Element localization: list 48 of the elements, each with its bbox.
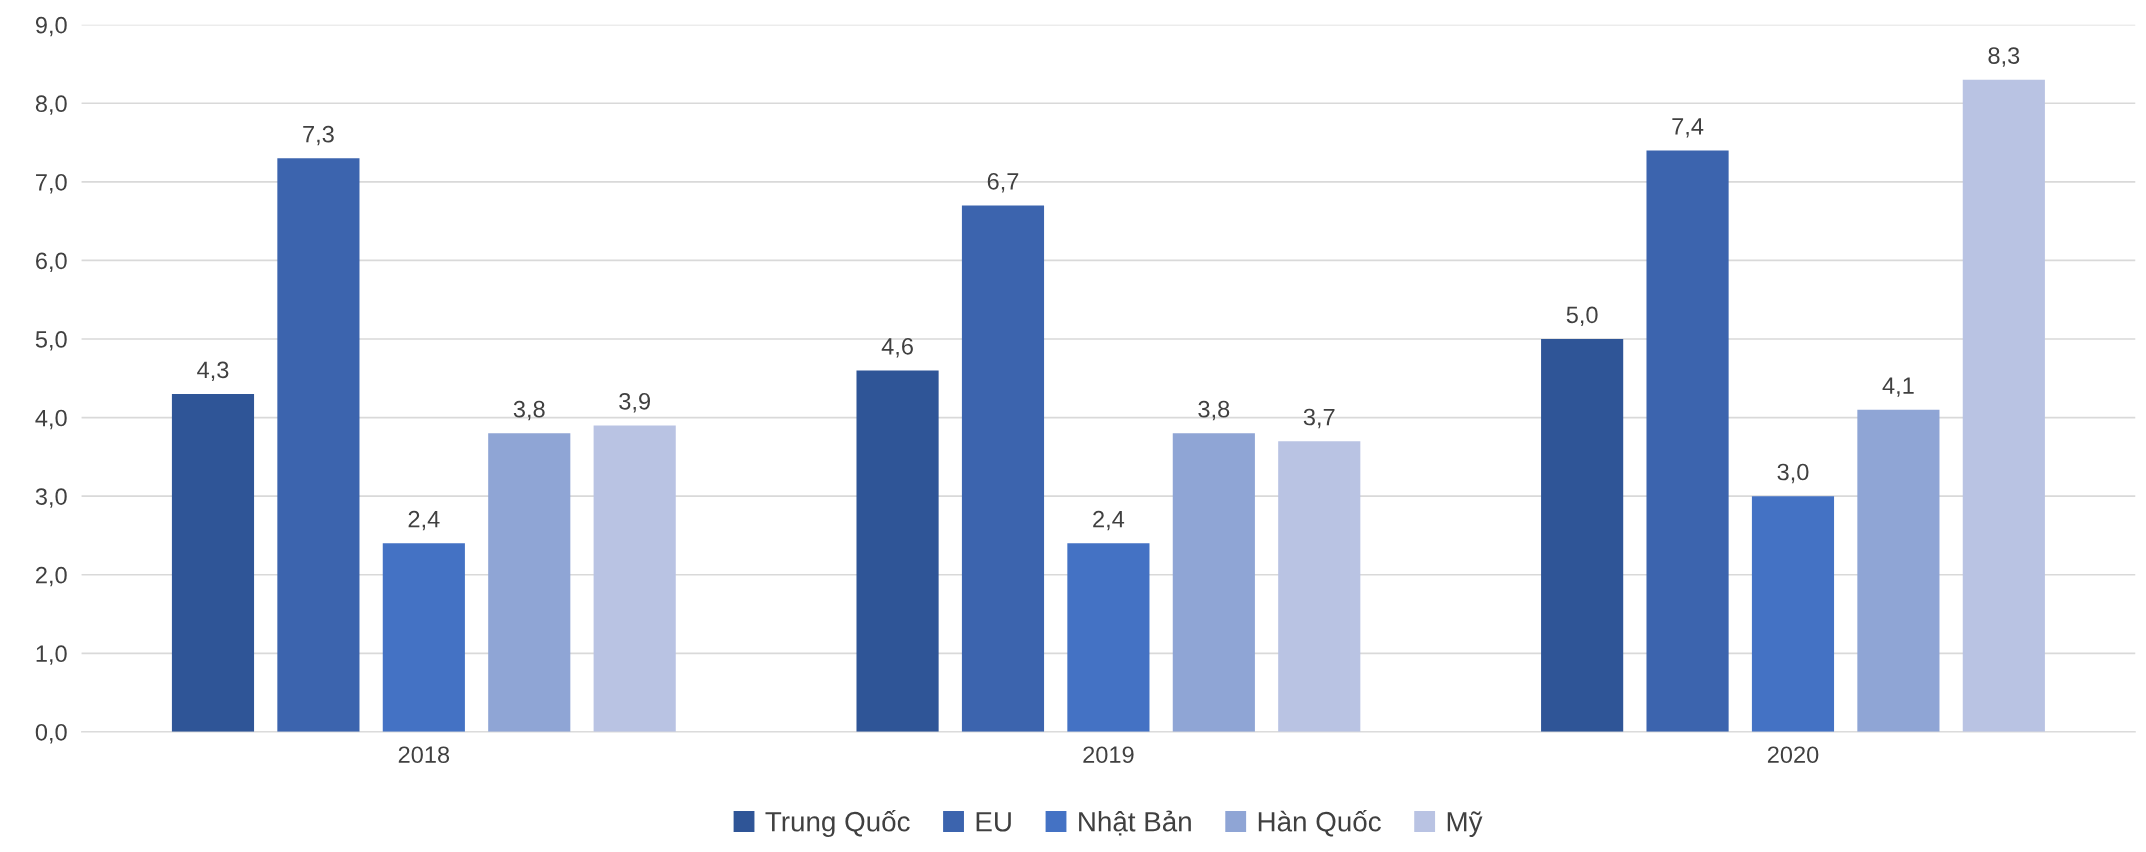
data-label: 3,7 [1303, 408, 1335, 429]
bar [1751, 496, 1835, 732]
y-tick-label: 9,0 [35, 16, 67, 37]
data-label: 2,4 [408, 510, 440, 531]
y-tick-label: 1,0 [36, 645, 67, 665]
y-tick-label: 5,0 [35, 331, 67, 351]
data-label: 7,3 [303, 125, 334, 146]
bar [1962, 79, 2045, 732]
bar [277, 158, 360, 732]
data-label: 8,3 [1988, 47, 2020, 67]
data-label: 5,0 [1566, 306, 1598, 327]
y-tick-label: 0,0 [35, 723, 67, 744]
bar [961, 205, 1045, 732]
y-tick-label: 2,0 [36, 566, 67, 587]
bar [171, 394, 255, 732]
legend-label: Trung Quốc [765, 809, 910, 838]
data-label: 3,0 [1777, 463, 1809, 484]
data-label: 3,8 [1198, 400, 1230, 421]
y-tick-label: 7,0 [36, 173, 67, 194]
data-label: 2,4 [1093, 510, 1125, 531]
x-tick-label: 2018 [398, 746, 450, 764]
y-tick-label: 4,0 [35, 409, 67, 430]
legend-label: Nhật Bản [1079, 810, 1191, 836]
bar [1541, 339, 1624, 732]
data-label: 7,4 [1672, 118, 1704, 138]
bar [593, 425, 676, 732]
y-tick-label: 8,0 [35, 95, 67, 115]
bar [856, 370, 939, 732]
data-label: 4,3 [197, 361, 229, 382]
y-tick-label: 3,0 [35, 488, 67, 508]
data-label: 3,9 [619, 392, 650, 413]
data-label: 4,6 [881, 337, 913, 358]
data-label: 4,1 [1882, 377, 1914, 397]
data-label: 6,7 [987, 172, 1019, 193]
y-tick-label: 6,0 [36, 252, 67, 272]
x-tick-label: 2020 [1767, 746, 1819, 764]
legend-label: EU [976, 812, 1011, 832]
bar [1857, 409, 1940, 732]
bar [1646, 150, 1729, 732]
bar [382, 543, 465, 732]
data-label: 3,8 [513, 400, 545, 421]
x-tick-label: 2019 [1083, 746, 1134, 764]
bar [1067, 543, 1150, 732]
bar [1278, 441, 1361, 732]
bar [1172, 433, 1255, 732]
bar [488, 433, 571, 732]
legend-label: Hàn Quốc [1258, 809, 1381, 837]
legend-label: Mỹ [1447, 811, 1483, 838]
